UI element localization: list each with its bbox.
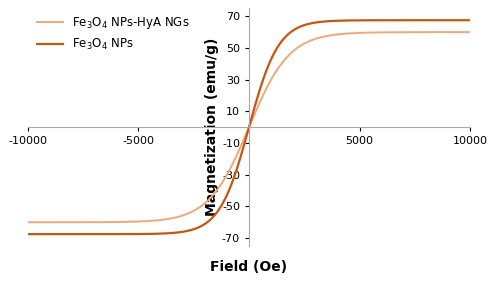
Fe$_3$O$_4$ NPs-HyA NGs	[194, 207, 200, 210]
Fe$_3$O$_4$ NPs-HyA NGs	[102, 221, 108, 224]
Legend: Fe$_3$O$_4$ NPs-HyA NGs, Fe$_3$O$_4$ NPs: Fe$_3$O$_4$ NPs-HyA NGs, Fe$_3$O$_4$ NPs	[32, 11, 195, 57]
Fe$_3$O$_4$ NPs	[411, 19, 417, 22]
Line: Fe$_3$O$_4$ NPs: Fe$_3$O$_4$ NPs	[28, 20, 470, 234]
Fe$_3$O$_4$ NPs-HyA NGs	[458, 30, 464, 34]
Y-axis label: Magnetization (emu/g): Magnetization (emu/g)	[205, 38, 219, 217]
Line: Fe$_3$O$_4$ NPs-HyA NGs: Fe$_3$O$_4$ NPs-HyA NGs	[28, 32, 470, 222]
Fe$_3$O$_4$ NPs-HyA NGs	[411, 30, 417, 34]
Fe$_3$O$_4$ NPs	[458, 19, 464, 22]
Fe$_3$O$_4$ NPs-HyA NGs	[25, 221, 31, 224]
Fe$_3$O$_4$ NPs-HyA NGs	[214, 189, 220, 192]
Fe$_3$O$_4$ NPs-HyA NGs	[467, 30, 473, 34]
Fe$_3$O$_4$ NPs	[75, 233, 81, 236]
Fe$_3$O$_4$ NPs	[102, 233, 108, 236]
Fe$_3$O$_4$ NPs	[214, 211, 220, 214]
Fe$_3$O$_4$ NPs	[467, 19, 473, 22]
Fe$_3$O$_4$ NPs	[194, 226, 200, 230]
Fe$_3$O$_4$ NPs-HyA NGs	[75, 221, 81, 224]
X-axis label: Field (Oe): Field (Oe)	[210, 260, 288, 274]
Fe$_3$O$_4$ NPs	[25, 233, 31, 236]
